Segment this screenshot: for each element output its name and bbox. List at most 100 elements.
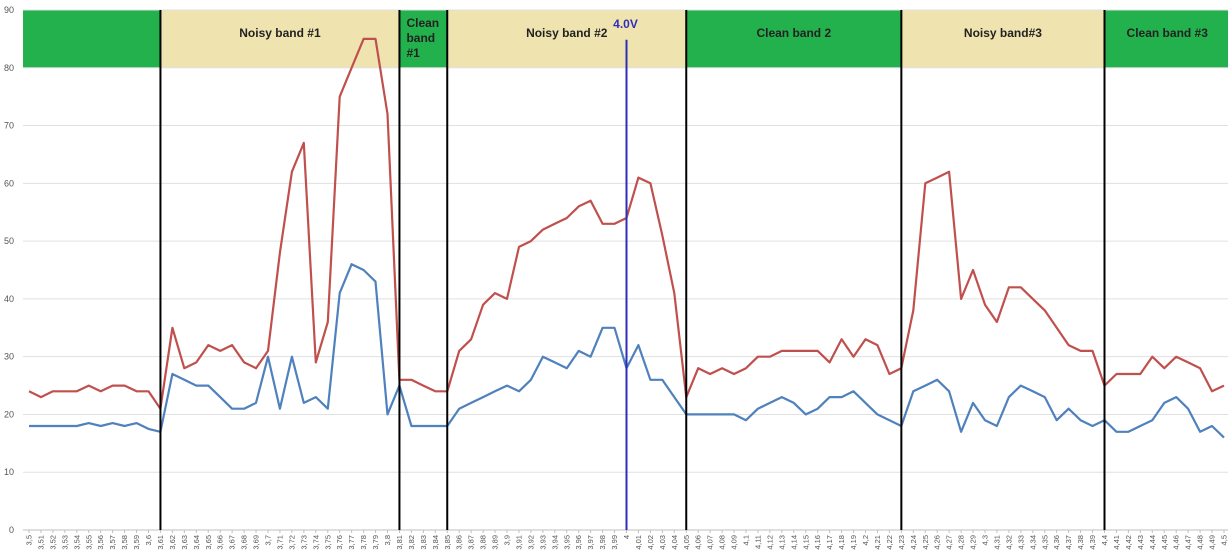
x-tick-label: 3,5 <box>25 535 34 545</box>
x-tick-label: 3,94 <box>550 535 559 550</box>
x-tick-label: 4,27 <box>945 535 954 550</box>
x-tick-label: 3,59 <box>132 535 141 550</box>
x-tick-label: 3,85 <box>443 535 452 550</box>
x-tick-label: 3,67 <box>228 535 237 550</box>
x-tick-label: 4,43 <box>1136 535 1145 550</box>
x-tick-label: 3,99 <box>610 535 619 550</box>
y-tick-label: 80 <box>4 63 14 73</box>
x-tick-label: 3,84 <box>431 535 440 550</box>
x-tick-label: 4,48 <box>1196 535 1205 550</box>
x-tick-label: 4,33 <box>1016 535 1025 550</box>
x-tick-label: 4,12 <box>765 535 774 550</box>
x-tick-label: 4,47 <box>1184 535 1193 550</box>
band-label-4: Clean band 2 <box>756 26 831 40</box>
band-label-3: Noisy band #2 <box>526 26 608 40</box>
x-tick-label: 4,45 <box>1160 535 1169 550</box>
x-tick-label: 4,05 <box>682 535 691 550</box>
x-tick-label: 4,2 <box>861 535 870 545</box>
x-tick-label: 3,64 <box>192 535 201 550</box>
x-tick-label: 3,91 <box>514 535 523 550</box>
x-tick-label: 4,01 <box>634 535 643 550</box>
x-tick-label: 4,35 <box>1040 535 1049 550</box>
y-tick-label: 10 <box>4 467 14 477</box>
x-tick-label: 4,29 <box>969 535 978 550</box>
x-tick-label: 4,23 <box>897 535 906 550</box>
y-tick-label: 90 <box>4 5 14 15</box>
x-tick-label: 4,22 <box>885 535 894 550</box>
x-tick-label: 3,62 <box>168 535 177 550</box>
x-tick-label: 3,92 <box>526 535 535 550</box>
y-tick-label: 50 <box>4 236 14 246</box>
y-tick-label: 20 <box>4 409 14 419</box>
x-tick-label: 3,74 <box>311 535 320 550</box>
x-tick-label: 4,46 <box>1172 535 1181 550</box>
x-tick-label: 4,06 <box>694 535 703 550</box>
x-tick-label: 4,09 <box>730 535 739 550</box>
x-tick-label: 3,98 <box>598 535 607 550</box>
x-tick-label: 3,96 <box>574 535 583 550</box>
band-label-5: Noisy band#3 <box>964 26 1042 40</box>
x-tick-label: 3,58 <box>120 535 129 550</box>
x-tick-label: 4,15 <box>801 535 810 550</box>
x-tick-label: 4,31 <box>992 535 1001 550</box>
x-tick-label: 3,53 <box>60 535 69 550</box>
x-tick-label: 3,54 <box>72 535 81 550</box>
band-dividers <box>159 10 1106 530</box>
x-tick-label: 3,7 <box>264 535 273 545</box>
band-rect-4 <box>686 10 902 68</box>
x-tick-label: 3,76 <box>335 535 344 550</box>
x-tick-label: 4,17 <box>825 535 834 550</box>
x-tick-label: 3,83 <box>419 535 428 550</box>
x-tick-label: 4,25 <box>921 535 930 550</box>
y-tick-label: 60 <box>4 178 14 188</box>
x-tick-label: 3,51 <box>36 535 45 550</box>
x-tick-label: 4,3 <box>981 535 990 545</box>
x-tick-label: 4,28 <box>957 535 966 550</box>
x-tick-label: 3,55 <box>84 535 93 550</box>
x-tick-label: 4,49 <box>1208 535 1217 550</box>
band-rect-0 <box>23 10 161 68</box>
voltage-marker: 4.0V <box>613 17 638 530</box>
x-tick-label: 4,37 <box>1064 535 1073 550</box>
x-tick-label: 3,89 <box>491 535 500 550</box>
x-tick-label: 3,69 <box>252 535 261 550</box>
x-tick-label: 3,57 <box>108 535 117 550</box>
band-backgrounds <box>23 10 1228 68</box>
x-tick-label: 4,13 <box>777 535 786 550</box>
x-tick-label: 3,75 <box>323 535 332 550</box>
x-tick-label: 4,4 <box>1100 535 1109 545</box>
x-tick-label: 3,73 <box>299 535 308 550</box>
x-tick-label: 3,88 <box>479 535 488 550</box>
x-tick-label: 4,39 <box>1088 535 1097 550</box>
band-rect-3 <box>447 10 687 68</box>
x-tick-label: 3,8 <box>383 535 392 545</box>
x-tick-label: 4,24 <box>909 535 918 550</box>
x-tick-label: 3,97 <box>586 535 595 550</box>
x-tick-label: 3,61 <box>156 535 165 550</box>
x-tick-label: 3,82 <box>407 535 416 550</box>
x-tick-label: 4,34 <box>1028 535 1037 550</box>
band-rect-6 <box>1104 10 1228 68</box>
band-rect-2 <box>399 10 448 68</box>
marker-label: 4.0V <box>613 17 638 31</box>
x-axis-ticks: 3,5 3,51 3,52 3,53 3,54 3,55 3,56 3,57 3,58 3,59 3… <box>25 530 1229 550</box>
x-tick-label: 4,32 <box>1004 535 1013 550</box>
x-tick-label: 3,79 <box>371 535 380 550</box>
x-tick-label: 4,16 <box>813 535 822 550</box>
x-tick-label: 3,66 <box>216 535 225 550</box>
x-tick-label: 3,68 <box>240 535 249 550</box>
x-tick-label: 4,26 <box>933 535 942 550</box>
band-label-2: Clean <box>406 16 439 30</box>
band-rect-5 <box>901 10 1105 68</box>
x-tick-label: 4,21 <box>873 535 882 550</box>
x-tick-label: 3,72 <box>287 535 296 550</box>
y-tick-label: 0 <box>9 525 14 535</box>
x-tick-label: 3,63 <box>180 535 189 550</box>
x-tick-label: 3,71 <box>275 535 284 550</box>
x-tick-label: 4,44 <box>1148 535 1157 550</box>
x-tick-label: 4,42 <box>1124 535 1133 550</box>
x-tick-label: 4,19 <box>849 535 858 550</box>
x-tick-label: 4 <box>622 535 631 539</box>
